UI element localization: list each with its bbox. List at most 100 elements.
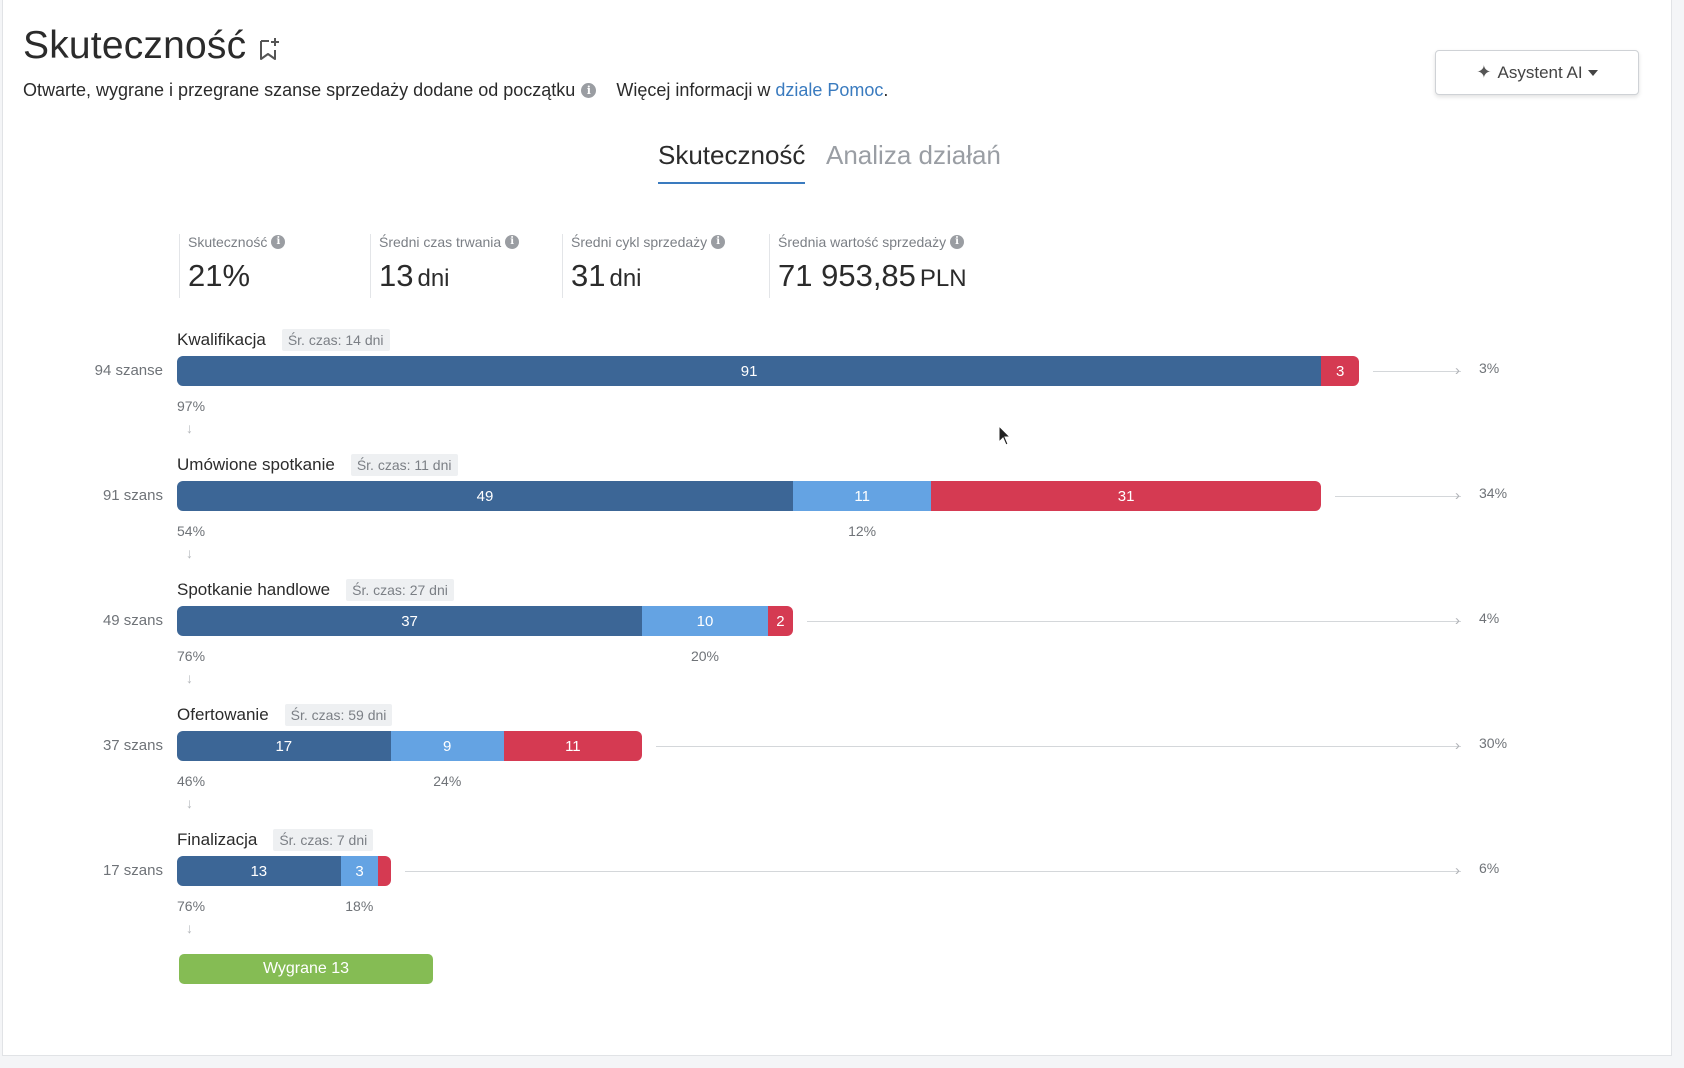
more-info-suffix: .: [883, 80, 889, 100]
more-info-text: Więcej informacji w: [616, 80, 771, 100]
advanced-percent: 97%: [177, 398, 206, 414]
segment-lost[interactable]: [378, 856, 391, 886]
page-title: Skuteczność: [23, 24, 247, 67]
guide-line: [656, 746, 1461, 747]
stage-avg-time-badge: Śr. czas: 7 dni: [273, 829, 374, 851]
segment-advanced[interactable]: 37: [177, 606, 643, 636]
stage-avg-time-badge: Śr. czas: 27 dni: [346, 579, 454, 601]
kpi-avg-duration: Średni czas trwania i 13 dni: [370, 234, 520, 298]
stage-title: Umówione spotkanie Śr. czas: 11 dni: [177, 454, 458, 476]
advanced-percent: 76%: [177, 898, 206, 914]
open-percent: 20%: [690, 648, 719, 664]
segment-lost[interactable]: 31: [931, 481, 1321, 511]
arrow-right-icon: ›: [1455, 487, 1460, 504]
kpi-label: Średnia wartość sprzedaży: [778, 234, 947, 250]
kpi-label: Średni cykl sprzedaży: [571, 234, 708, 250]
subtitle-text: Otwarte, wygrane i przegrane szanse sprz…: [23, 80, 576, 100]
stage-avg-time-badge: Śr. czas: 59 dni: [284, 704, 393, 726]
arrow-down-icon: ↓: [186, 795, 193, 811]
lost-percent: 6%: [1479, 860, 1500, 876]
stage-count-label: 17 szans: [102, 862, 163, 879]
guide-line: [807, 621, 1461, 622]
kpi-value: 71 953,85: [778, 258, 916, 293]
chevron-down-icon: [1587, 69, 1598, 76]
lost-percent: 4%: [1479, 610, 1500, 626]
kpi-label: Średni czas trwania: [379, 234, 502, 250]
guide-line: [1335, 496, 1461, 497]
bookmark-add-icon[interactable]: [258, 36, 280, 62]
segment-advanced[interactable]: 13: [177, 856, 341, 886]
won-bar[interactable]: Wygrane 13: [179, 954, 433, 984]
info-icon[interactable]: i: [950, 235, 965, 249]
stage-count-label: 94 szanse: [94, 362, 163, 379]
mouse-cursor-icon: [998, 425, 1012, 446]
stage-title: Kwalifikacja Śr. czas: 14 dni: [177, 329, 390, 351]
arrow-down-icon: ↓: [186, 545, 193, 561]
arrow-down-icon: ↓: [186, 420, 193, 436]
info-icon[interactable]: i: [711, 235, 726, 249]
arrow-right-icon: ›: [1455, 737, 1460, 754]
kpi-unit: dni: [417, 265, 450, 292]
lost-percent: 34%: [1479, 485, 1508, 501]
stage-name: Kwalifikacja: [177, 330, 266, 349]
guide-line: [1373, 371, 1461, 372]
segment-advanced[interactable]: 91: [177, 356, 1322, 386]
kpi-avg-sale-value: Średnia wartość sprzedaży i 71 953,85 PLN: [769, 234, 967, 298]
segment-lost[interactable]: 2: [767, 606, 793, 636]
stage-name: Umówione spotkanie: [177, 455, 335, 474]
kpi-avg-sales-cycle: Średni cykl sprzedaży i 31 dni: [562, 234, 726, 298]
stage-bar[interactable]: 91 3: [177, 356, 1359, 386]
info-icon[interactable]: i: [271, 235, 286, 249]
stage-count-label: 91 szans: [102, 487, 163, 504]
stage-count-label: 37 szans: [102, 737, 163, 754]
sparkle-icon: ✦: [1476, 62, 1492, 82]
segment-open[interactable]: 10: [642, 606, 768, 636]
stage-avg-time-badge: Śr. czas: 14 dni: [281, 329, 390, 351]
stage-bar[interactable]: 17 9 11: [177, 731, 642, 761]
stage-bar[interactable]: 49 11 31: [177, 481, 1321, 511]
tab-skutecznosc[interactable]: Skuteczność: [658, 140, 806, 184]
arrow-right-icon: ›: [1455, 362, 1460, 379]
tab-analiza-dzialan[interactable]: Analiza działań: [826, 140, 1001, 170]
segment-lost[interactable]: 11: [503, 731, 642, 761]
segment-open[interactable]: 11: [793, 481, 932, 511]
segment-advanced[interactable]: 17: [177, 731, 391, 761]
kpi-effectiveness: Skuteczność i 21%: [179, 234, 286, 298]
open-percent: 18%: [345, 898, 374, 914]
help-link[interactable]: dziale Pomoc: [775, 80, 884, 100]
arrow-right-icon: ›: [1455, 612, 1460, 629]
kpi-label: Skuteczność: [188, 234, 268, 250]
info-icon[interactable]: i: [581, 83, 597, 98]
open-percent: 24%: [433, 773, 462, 789]
lost-percent: 3%: [1479, 360, 1500, 376]
advanced-percent: 46%: [177, 773, 206, 789]
kpi-value: 13: [379, 258, 414, 293]
stage-title: Ofertowanie Śr. czas: 59 dni: [177, 704, 393, 726]
ai-assistant-label: Asystent AI: [1497, 62, 1583, 82]
kpi-value: 31: [571, 258, 606, 293]
arrow-down-icon: ↓: [186, 920, 193, 936]
guide-line: [405, 871, 1461, 872]
segment-advanced[interactable]: 49: [177, 481, 793, 511]
segment-lost[interactable]: 3: [1321, 356, 1359, 386]
stage-name: Spotkanie handlowe: [177, 580, 331, 599]
advanced-percent: 76%: [177, 648, 206, 664]
stage-name: Ofertowanie: [177, 705, 269, 724]
stage-title: Spotkanie handlowe Śr. czas: 27 dni: [177, 579, 454, 601]
stage-bar[interactable]: 13 3: [177, 856, 391, 886]
advanced-percent: 54%: [177, 523, 206, 539]
stage-name: Finalizacja: [177, 830, 258, 849]
arrow-right-icon: ›: [1455, 862, 1460, 879]
segment-open[interactable]: 3: [340, 856, 379, 886]
segment-open[interactable]: 9: [390, 731, 504, 761]
kpi-unit: dni: [609, 265, 642, 292]
page-subtitle: Otwarte, wygrane i przegrane szanse sprz…: [23, 80, 888, 101]
arrow-down-icon: ↓: [186, 670, 193, 686]
kpi-unit: PLN: [919, 265, 967, 292]
info-icon[interactable]: i: [505, 235, 520, 249]
ai-assistant-button[interactable]: ✦ Asystent AI: [1435, 50, 1639, 95]
stage-bar[interactable]: 37 10 2: [177, 606, 793, 636]
stage-title: Finalizacja Śr. czas: 7 dni: [177, 829, 374, 851]
kpi-value: 21%: [188, 258, 251, 293]
lost-percent: 30%: [1479, 735, 1508, 751]
